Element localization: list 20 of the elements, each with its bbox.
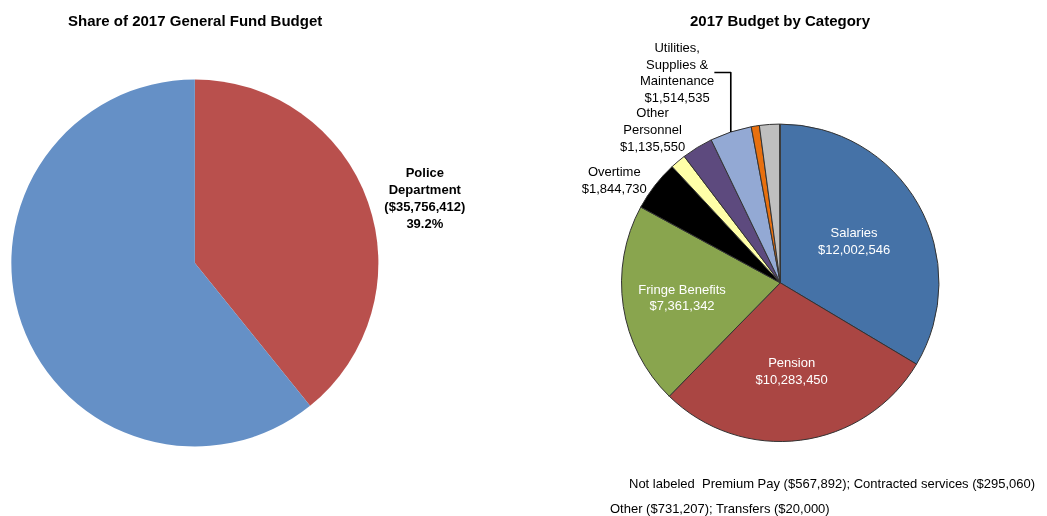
pie-slice — [11, 79, 311, 447]
chart-title: 2017 Budget by Category — [690, 12, 871, 29]
data-label: $12,002,546 — [817, 241, 891, 257]
slice-label: Fringe Benefits — [638, 281, 727, 297]
text: Not labeled Premium Pay ($567,892); Contracted services ($295,060) — [629, 476, 1036, 491]
data-label: $1,135,550 — [620, 139, 686, 155]
slice-label: Overtime — [587, 163, 641, 179]
data-label: 39.2% — [406, 216, 444, 232]
slice-label: Salaries — [830, 224, 879, 240]
slice-label: Police Department ($35,756,412) — [384, 165, 466, 215]
slice-label: Utilities, Supplies & Maintenance — [639, 39, 715, 89]
slice-label: Pension — [768, 355, 816, 371]
data-label: $1,844,730 — [581, 180, 647, 196]
data-label: $10,283,450 — [755, 371, 828, 387]
data-label: $1,514,535 — [644, 90, 710, 106]
slice-label: Other Personnel — [623, 105, 682, 138]
text: Other ($731,207); Transfers ($20,000) — [610, 501, 830, 516]
pie-slice — [194, 79, 379, 406]
chart-title: Share of 2017 General Fund Budget — [68, 12, 323, 29]
data-label: $7,361,342 — [649, 298, 715, 314]
